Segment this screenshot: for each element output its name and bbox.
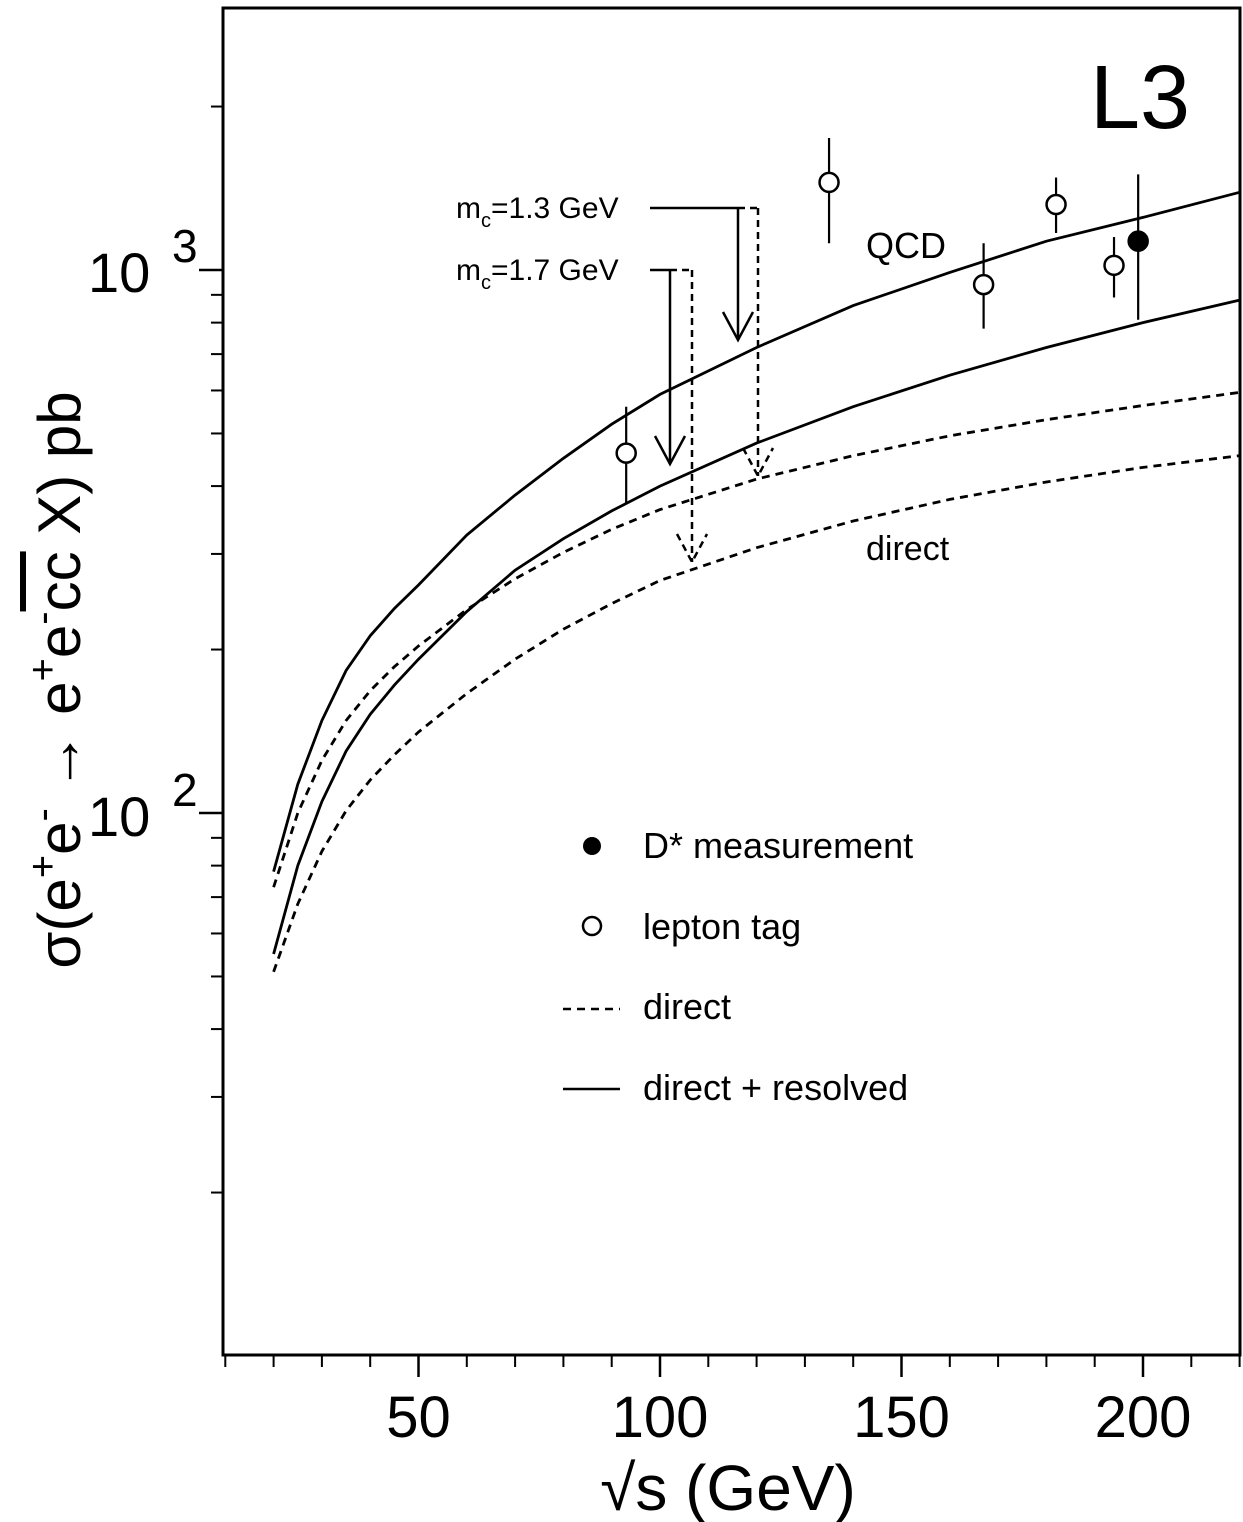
qcd-annotation: QCD [866, 225, 946, 266]
y-label-sup1: + [21, 855, 65, 878]
x-axis-label: √s (GeV) [600, 1452, 856, 1522]
mc17-label: mc=1.7 GeV [456, 254, 619, 294]
y-tick-base-1000: 10 [88, 241, 150, 304]
y-axis-label: σ(e+e- → e+e-cc X) pb [21, 391, 93, 968]
legend-label-direct: direct [643, 986, 731, 1027]
x-tick-label: 50 [386, 1385, 451, 1450]
legend-marker-filled-circle [583, 837, 601, 855]
lepton-tag-point [1103, 254, 1125, 277]
y-label-e4: e [26, 625, 93, 658]
mc13-prefix: m [456, 192, 481, 225]
lepton-tag-point [818, 171, 840, 194]
y-label-sup3: + [21, 658, 65, 681]
axis-ticks [199, 105, 1241, 1377]
theory-curves [272, 190, 1240, 973]
y-label-e2: e [26, 822, 93, 855]
y-label-arrow: → e [26, 681, 93, 808]
lepton-tag-point [1045, 193, 1067, 216]
x-tick-label: 150 [853, 1385, 950, 1450]
legend: D* measurement lepton tag direct direct … [563, 825, 913, 1108]
mc13-solid-arrowhead [721, 311, 755, 343]
experiment-label: L3 [1090, 48, 1190, 148]
legend-marker-open-circle [581, 915, 603, 937]
mass-arrows [650, 206, 775, 565]
mc17-prefix: m [456, 254, 481, 287]
y-label-sup4: - [21, 611, 65, 624]
mc17-dashed-arrowhead [675, 533, 709, 565]
direct-annotation: direct [866, 530, 950, 568]
mc13-sub: c [481, 210, 491, 232]
y-tick-label-100: 10 2 [88, 764, 198, 848]
x-tick-label: 200 [1095, 1385, 1192, 1450]
y-label-sup2: - [21, 808, 65, 821]
y-tick-exp-1000: 3 [172, 220, 198, 272]
mc13-suffix: =1.3 GeV [491, 192, 619, 225]
mc17-suffix: =1.7 GeV [491, 254, 619, 287]
dstar-point [1127, 230, 1149, 252]
y-tick-label-1000: 10 3 [88, 220, 198, 304]
x-tick-labels: 50 100 150 200 [386, 1385, 1191, 1450]
mc13-dashed-arrowhead [741, 447, 775, 479]
direct-resolved-curve-0 [272, 190, 1240, 872]
direct-curve-2 [272, 391, 1240, 888]
y-label-tail: X) pb [26, 391, 93, 551]
direct-resolved-curve-1 [272, 298, 1240, 955]
y-tick-base-100: 10 [88, 785, 150, 848]
legend-label-direct-resolved: direct + resolved [643, 1067, 908, 1108]
data-points [615, 138, 1149, 505]
legend-label-lepton-tag: lepton tag [643, 906, 801, 947]
y-label-cc: cc [26, 551, 93, 611]
x-tick-label: 100 [612, 1385, 709, 1450]
y-label-main: σ(e [26, 878, 93, 968]
lepton-tag-point [615, 442, 637, 464]
lepton-tag-point [972, 273, 995, 296]
plot-frame [221, 6, 1242, 1357]
legend-label-dstar: D* measurement [643, 825, 913, 866]
y-tick-exp-100: 2 [172, 764, 198, 816]
direct-curve-3 [272, 454, 1240, 973]
mc17-solid-arrowhead [653, 435, 687, 467]
mc17-sub: c [481, 272, 491, 294]
mc13-label: mc=1.3 GeV [456, 192, 619, 232]
